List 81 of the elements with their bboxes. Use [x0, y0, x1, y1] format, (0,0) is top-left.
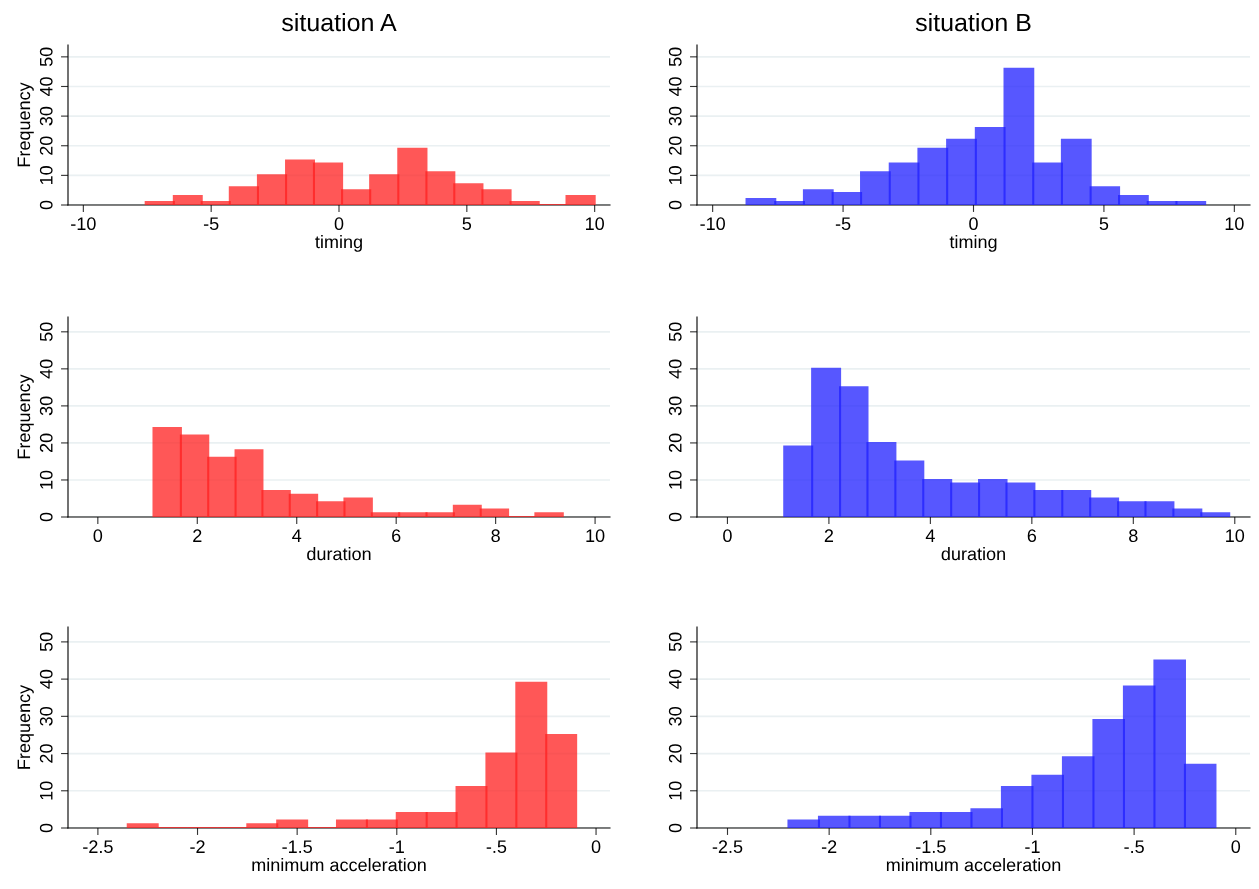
x-tick-label: 0: [591, 840, 601, 854]
x-tick-label: 2: [193, 529, 202, 542]
y-tick-label: 20: [668, 744, 682, 763]
x-tick-label: -1: [1025, 840, 1040, 853]
y-tick-label: 50: [39, 322, 53, 342]
y-tick-label: 30: [39, 707, 53, 726]
y-tick-label: 50: [668, 47, 682, 67]
y-tick-label: 20: [668, 136, 682, 155]
x-tick-label: 10: [586, 529, 605, 543]
y-tick-label: 20: [39, 744, 53, 763]
x-tick-label: 6: [392, 529, 401, 543]
y-tick-label: 30: [39, 106, 53, 126]
x-axis-title: duration: [307, 547, 371, 561]
y-tick-label: 0: [668, 823, 682, 833]
x-tick-label: -5: [835, 217, 851, 231]
y-axis-title: Frequency: [17, 684, 34, 769]
y-tick-label: 0: [668, 200, 682, 210]
x-tick-label: 8: [1129, 529, 1138, 543]
y-tick-label: 40: [39, 77, 53, 97]
y-tick-label: 50: [39, 47, 53, 67]
x-tick-label: 0: [334, 217, 344, 231]
x-tick-label: 4: [292, 529, 302, 542]
chart-title: situation A: [282, 12, 397, 32]
y-tick-label: 50: [668, 322, 682, 342]
y-axis-title: Frequency: [17, 82, 34, 167]
x-tick-label: 0: [1231, 840, 1241, 854]
y-tick-label: 50: [39, 632, 53, 652]
y-tick-label: 40: [668, 77, 682, 97]
x-axis-title: minimum acceleration: [252, 858, 426, 872]
y-tick-label: 10: [668, 166, 682, 185]
x-axis-title: timing: [315, 235, 362, 252]
x-tick-label: 0: [93, 529, 103, 543]
x-tick-label: -5: [203, 217, 219, 231]
x-tick-label: -10: [700, 217, 725, 231]
x-tick-label: 10: [1225, 217, 1244, 231]
y-tick-label: 40: [39, 359, 53, 379]
x-tick-label: -2.5: [712, 840, 743, 854]
x-tick-label: -10: [71, 217, 96, 231]
y-tick-label: 40: [39, 669, 53, 689]
x-tick-label: 0: [969, 217, 978, 231]
x-tick-label: 4: [925, 529, 935, 542]
x-tick-label: -1: [389, 840, 404, 853]
y-tick-label: 20: [39, 136, 53, 155]
x-tick-label: -.5: [1124, 840, 1144, 854]
y-tick-label: 0: [668, 512, 682, 522]
y-tick-label: 30: [39, 396, 53, 416]
x-tick-label: -2.5: [83, 840, 113, 854]
y-tick-label: 20: [668, 433, 682, 453]
x-tick-label: 0: [723, 529, 732, 543]
x-axis-title: duration: [941, 547, 1005, 561]
y-tick-label: 10: [39, 166, 53, 185]
y-tick-label: 40: [668, 669, 682, 689]
y-tick-label: 10: [668, 781, 682, 800]
x-tick-label: -1.5: [916, 840, 946, 854]
y-tick-label: 40: [668, 359, 682, 379]
chart-title: situation B: [915, 12, 1031, 32]
y-tick-label: 10: [668, 470, 682, 489]
y-tick-label: 10: [39, 470, 53, 489]
y-tick-label: 0: [39, 823, 53, 833]
x-tick-label: -2: [190, 840, 205, 853]
y-tick-label: 0: [39, 512, 53, 522]
y-tick-label: 50: [668, 632, 682, 652]
y-tick-label: 30: [668, 106, 682, 126]
x-tick-label: 5: [462, 217, 472, 231]
y-tick-label: 20: [39, 433, 53, 453]
x-tick-label: 6: [1027, 529, 1037, 543]
y-axis-title: Frequency: [17, 374, 34, 459]
x-tick-label: 8: [491, 529, 500, 543]
y-tick-label: 30: [668, 707, 682, 726]
x-tick-label: -2: [821, 840, 837, 853]
x-tick-label: 5: [1099, 217, 1109, 231]
x-tick-label: 2: [824, 529, 834, 542]
x-tick-label: -.5: [486, 840, 507, 854]
x-axis-title: timing: [949, 235, 997, 252]
y-tick-label: 30: [668, 396, 682, 416]
x-tick-label: -1.5: [282, 840, 312, 854]
x-axis-title: minimum acceleration: [886, 858, 1061, 872]
x-tick-label: 10: [1226, 529, 1245, 543]
y-tick-label: 10: [39, 781, 53, 800]
x-tick-label: 10: [586, 217, 604, 231]
y-tick-label: 0: [39, 200, 53, 210]
